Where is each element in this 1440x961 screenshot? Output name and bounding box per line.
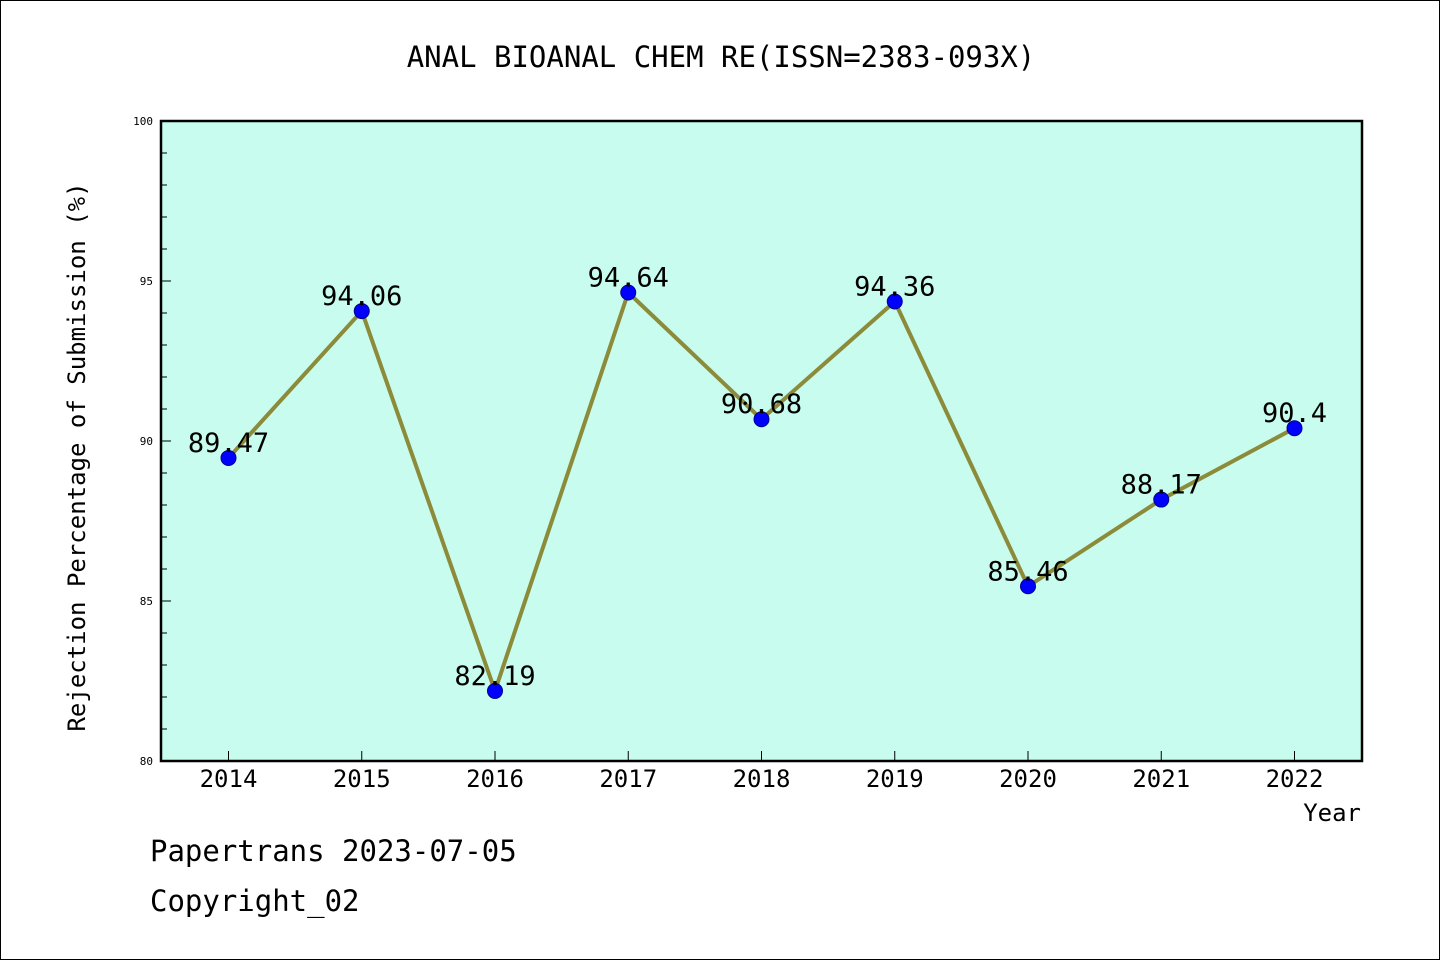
y-tick-label: 80: [140, 755, 153, 768]
x-tick-label: 2020: [999, 765, 1057, 793]
data-label: 85.46: [987, 556, 1068, 587]
plot-area: [161, 121, 1362, 761]
x-tick-label: 2015: [333, 765, 391, 793]
data-label: 94.64: [588, 263, 669, 294]
y-tick-label: 85: [140, 595, 153, 608]
x-axis-label: Year: [1303, 799, 1361, 827]
x-tick-label: 2019: [866, 765, 924, 793]
x-axis: 2014 2015 2016 2017 2018 2019 2020 2021 2022: [200, 751, 1324, 793]
x-tick-label: 2017: [599, 765, 657, 793]
data-point: [753, 411, 770, 428]
data-label: 89.47: [188, 428, 269, 459]
data-point: [886, 293, 903, 310]
footer-copyright-text: Copyright_02: [150, 884, 360, 918]
data-label: 90.68: [721, 389, 802, 420]
data-point: [1153, 491, 1170, 508]
data-label: 90.4: [1262, 398, 1327, 429]
y-tick-label: 90: [140, 435, 153, 448]
data-label: 82.19: [454, 661, 535, 692]
series-layer: 89.47 94.06 82.19 94.64 90.68 94.36 85.46 88.17…: [188, 263, 1327, 699]
x-tick-label: 2016: [466, 765, 524, 793]
y-tick-label: 95: [140, 275, 153, 288]
y-axis: 80 85 90 95 100: [133, 115, 171, 768]
data-label: 88.17: [1121, 470, 1202, 501]
x-tick-label: 2022: [1266, 765, 1324, 793]
plot-border: [159, 119, 1364, 763]
data-point: [487, 682, 503, 699]
data-point: [620, 284, 637, 301]
data-point: [1020, 578, 1036, 595]
data-point: [220, 449, 237, 466]
data-point: [353, 303, 370, 320]
chart-title: ANAL BIOANAL CHEM RE(ISSN=2383-093X): [407, 40, 1036, 74]
data-point: [1286, 420, 1303, 437]
footer-date-text: Papertrans 2023-07-05: [150, 834, 517, 868]
y-axis-label: Rejection Percentage of Submission (%): [63, 182, 91, 731]
y-tick-label: 100: [133, 115, 153, 128]
data-label: 94.36: [854, 271, 935, 302]
x-tick-label: 2014: [200, 765, 258, 793]
x-tick-label: 2021: [1132, 765, 1190, 793]
x-tick-label: 2018: [733, 765, 791, 793]
data-label: 94.06: [321, 281, 402, 312]
